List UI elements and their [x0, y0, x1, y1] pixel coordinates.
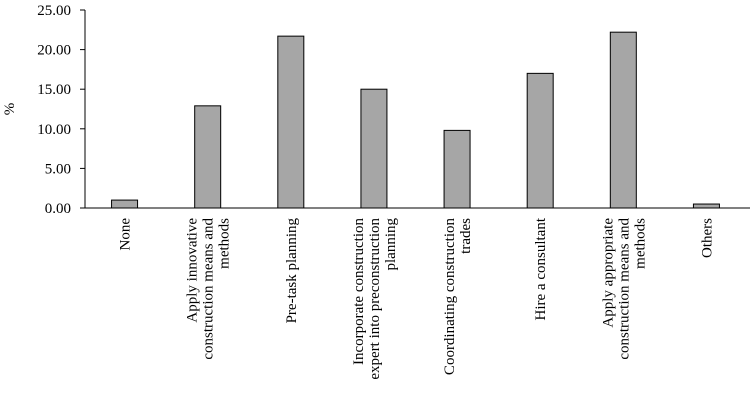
x-tick-label: Hire a consultant: [533, 217, 549, 320]
x-tick-label: Apply innovativeconstruction means andme…: [185, 218, 233, 360]
x-tick-label: Coordinating constructiontrades: [442, 218, 474, 376]
x-tick-label: Apply appropriateconstruction means andm…: [600, 218, 648, 360]
y-tick-label: 15.00: [37, 82, 71, 98]
y-tick-label: 5.00: [45, 161, 71, 177]
bar: [277, 35, 305, 209]
x-tick-label: Incorporate constructionexpert into prec…: [351, 218, 399, 380]
bar: [194, 105, 222, 209]
bar: [609, 31, 637, 209]
y-tick-label: 25.00: [37, 3, 71, 19]
y-tick-label: 10.00: [37, 122, 71, 138]
bar: [526, 72, 554, 209]
y-axis-label: %: [2, 103, 18, 116]
y-tick-label: 20.00: [37, 43, 71, 59]
bar: [443, 129, 471, 209]
x-tick-label: None: [118, 218, 134, 251]
y-tick-label: 0.00: [45, 201, 71, 217]
bar: [111, 199, 139, 209]
x-tick-label: Others: [699, 218, 715, 258]
bar: [692, 203, 720, 209]
x-tick-label: Pre-task planning: [284, 218, 300, 324]
bar: [360, 88, 388, 209]
